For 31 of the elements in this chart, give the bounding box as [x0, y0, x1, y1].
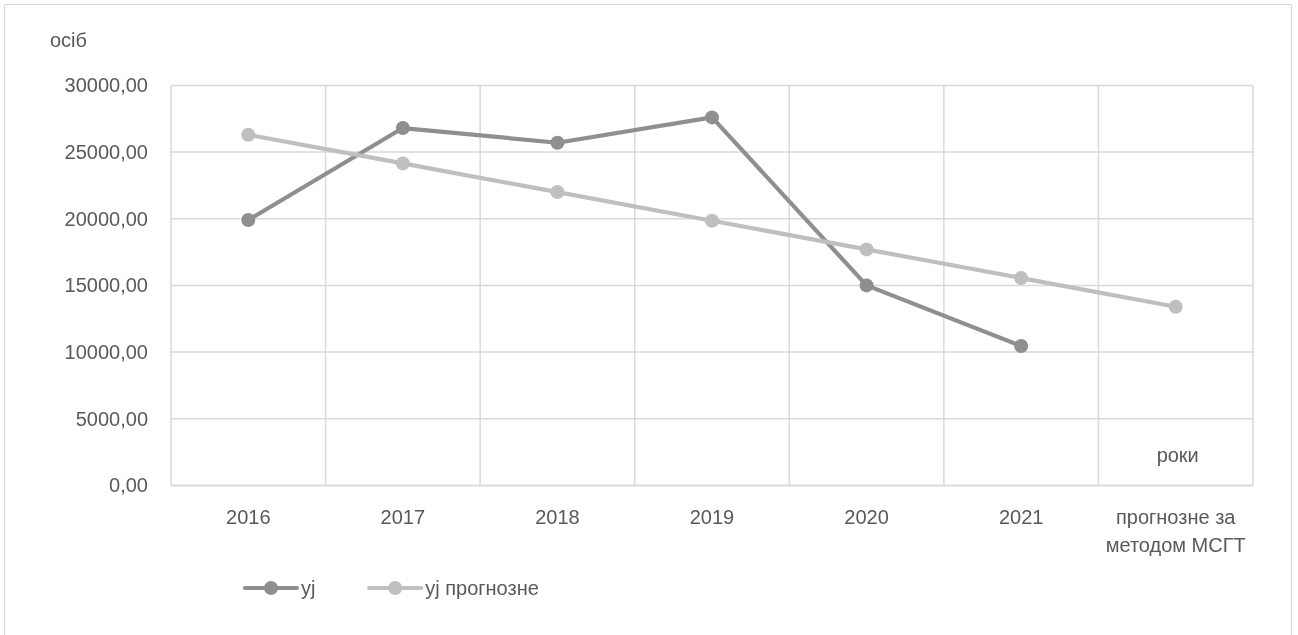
- point: [395, 156, 410, 171]
- y-tick-label: 20000,00: [64, 207, 148, 230]
- legend-label: yj прогнозне: [425, 577, 539, 599]
- y-tick-label: 10000,00: [64, 341, 148, 364]
- point: [395, 121, 410, 136]
- y-tick-label: 15000,00: [64, 274, 148, 297]
- point: [859, 242, 874, 257]
- point: [705, 110, 719, 125]
- x-tick-label: 2021: [998, 506, 1044, 528]
- point: [241, 213, 256, 228]
- point: [705, 213, 719, 228]
- x-tick-label: прогнозне за методом МСГТ: [1105, 506, 1246, 556]
- point: [550, 135, 565, 150]
- x-axis-title: роки: [1156, 444, 1199, 467]
- x-tick-label: 2020: [844, 506, 889, 528]
- point: [550, 185, 565, 200]
- point: [859, 278, 874, 293]
- y-tick-label: 0,00: [109, 474, 148, 497]
- legend-label: yj: [301, 577, 316, 599]
- y-tick-label: 30000,00: [64, 74, 148, 97]
- x-tick-label: 2019: [689, 506, 735, 528]
- point: [1014, 271, 1029, 286]
- point: [1168, 299, 1183, 314]
- point: [241, 127, 256, 142]
- y-axis-title: осіб: [50, 29, 88, 51]
- x-tick-label: 2016: [226, 506, 271, 528]
- y-tick-label: 25000,00: [64, 141, 148, 164]
- x-tick-label: 2018: [535, 506, 580, 528]
- x-tick-label: 2017: [380, 506, 426, 528]
- point: [1014, 339, 1029, 354]
- y-tick-label: 5000,00: [75, 407, 148, 430]
